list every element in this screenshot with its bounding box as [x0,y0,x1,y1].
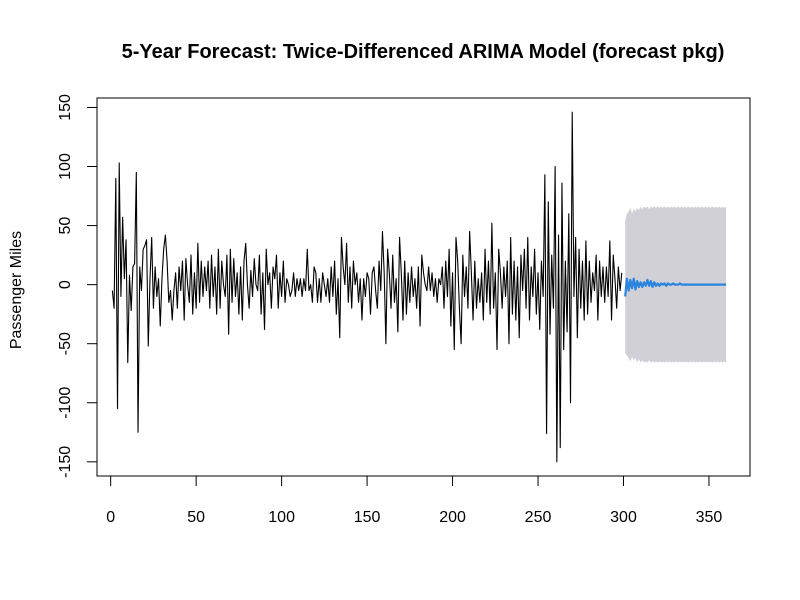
history-line [111,111,623,463]
y-tick-label: 100 [57,153,74,180]
x-tick-label: 250 [525,509,552,526]
x-tick-label: 0 [106,509,115,526]
x-tick-label: 50 [187,509,205,526]
x-axis: 0 50 100 150 200 250 300 350 [106,475,723,526]
x-tick-label: 300 [610,509,637,526]
y-tick-label: -100 [57,387,74,419]
y-tick-label: 150 [57,94,74,121]
x-tick-label: 350 [696,509,723,526]
history-series-layer [111,111,623,463]
chart-title: 5-Year Forecast: Twice-Differenced ARIMA… [122,41,725,63]
x-tick-label: 150 [354,509,381,526]
forecast-line [624,277,727,297]
y-axis: -150 -100 -50 0 50 100 150 [57,94,98,478]
y-tick-label: -50 [57,332,74,355]
x-tick-label: 200 [439,509,466,526]
y-tick-label: -150 [57,446,74,478]
y-tick-label: 50 [57,217,74,235]
y-tick-label: 0 [57,280,74,289]
forecast-series-layer [624,277,727,297]
x-tick-label: 100 [268,509,295,526]
y-axis-label: Passenger Miles [8,231,25,349]
